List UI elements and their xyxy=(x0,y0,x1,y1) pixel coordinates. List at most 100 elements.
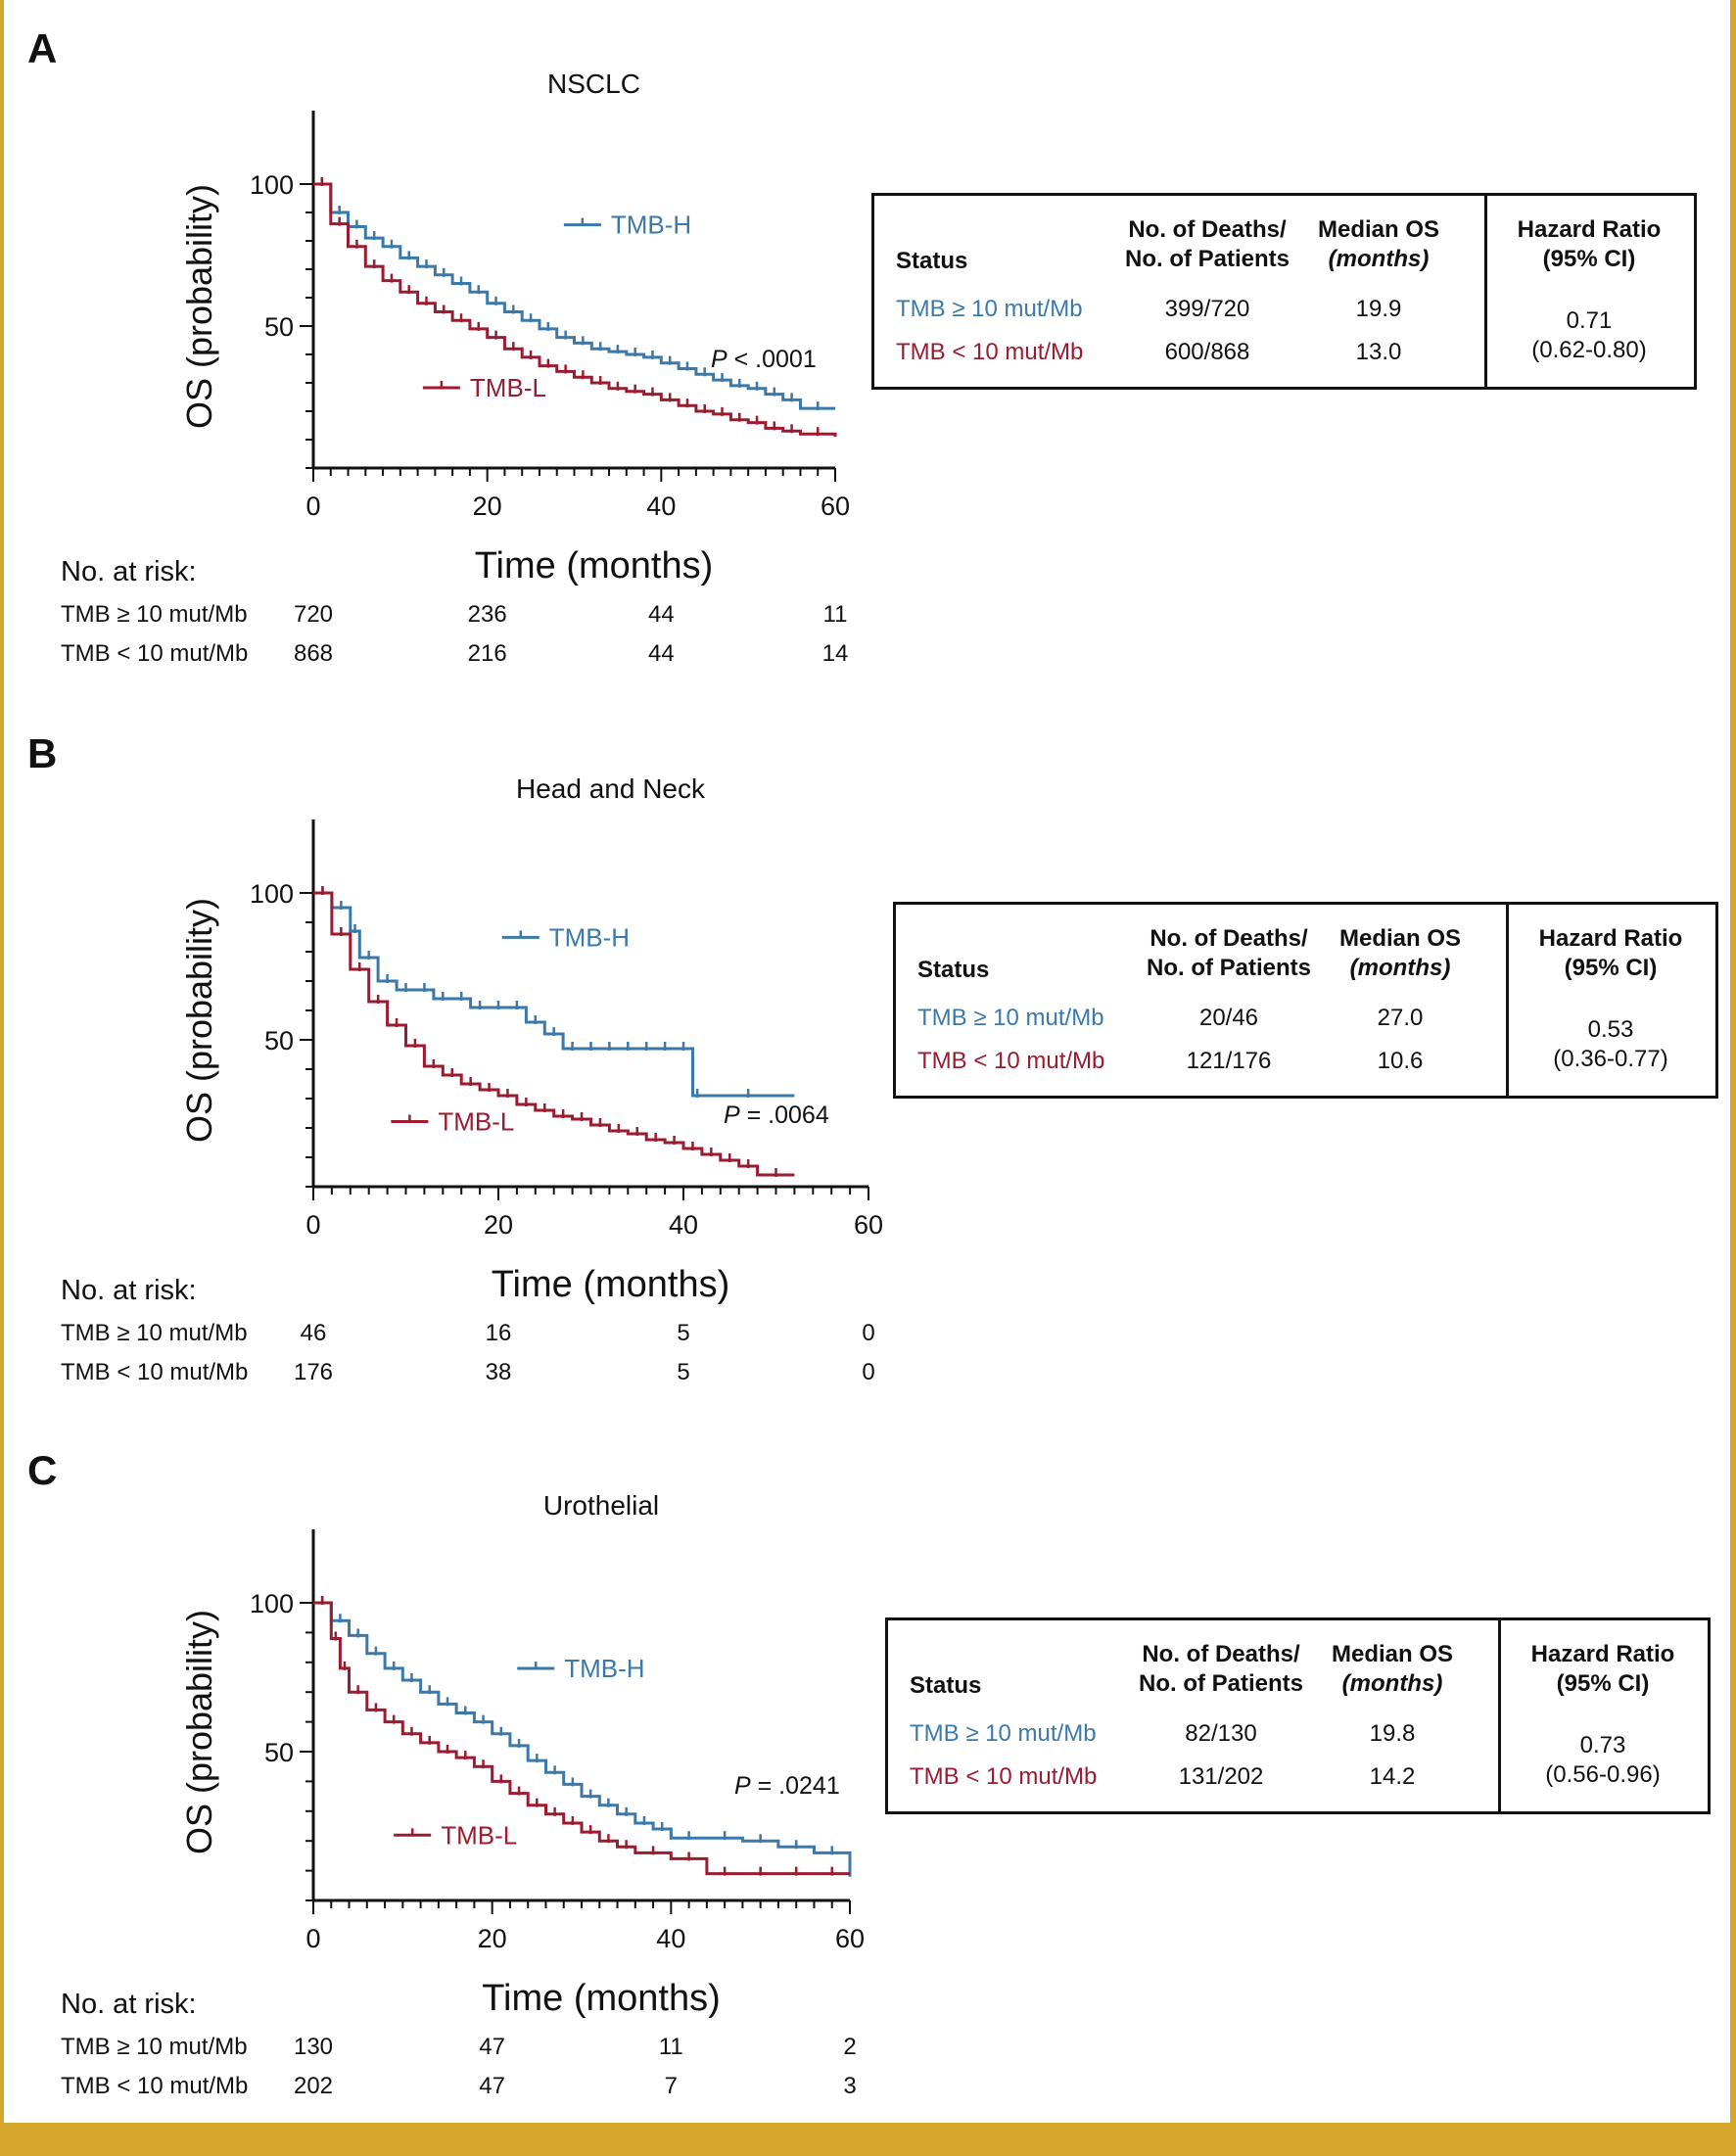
table-high-deaths: 399/720 xyxy=(1164,296,1250,322)
median-header-line1: Median OS xyxy=(1317,216,1440,243)
x-tick-label: 0 xyxy=(305,1210,320,1240)
p-symbol: P xyxy=(734,1772,751,1800)
x-tick-label: 60 xyxy=(854,1210,883,1240)
median-header-line2: (months) xyxy=(1341,1670,1443,1697)
p-value-text: = .0241 xyxy=(751,1772,840,1800)
risk-count: 44 xyxy=(647,601,675,628)
table-header-median: Median OS (months) xyxy=(1295,215,1462,274)
risk-row-label-high: TMB ≥ 10 mut/Mb xyxy=(61,1320,248,1346)
table-divider xyxy=(1506,905,1509,1096)
x-axis-label: Time (months) xyxy=(482,1978,721,2019)
series-tmb-l-curve xyxy=(313,182,837,438)
panel-letter: A xyxy=(27,25,58,71)
table-high-median: 19.8 xyxy=(1369,1720,1416,1747)
table-low-median: 14.2 xyxy=(1369,1763,1416,1790)
p-value-text: < .0001 xyxy=(727,346,817,373)
risk-count: 130 xyxy=(293,2034,334,2060)
table-hr-value: 0.71 xyxy=(1566,307,1613,334)
table-low-deaths: 131/202 xyxy=(1178,1763,1264,1790)
risk-row-label-high: TMB ≥ 10 mut/Mb xyxy=(61,2034,248,2060)
table-high-median: 19.9 xyxy=(1355,296,1402,322)
risk-table: No. at risk: TMB ≥ 10 mut/Mb 720 236 44 11 TMB… xyxy=(61,556,942,683)
median-header-line2: (months) xyxy=(1349,955,1451,981)
y-tick-label: 50 xyxy=(264,312,294,342)
hr-header-line2: (95% CI) xyxy=(1556,1670,1650,1697)
panel-letter: B xyxy=(27,730,58,776)
risk-count: 11 xyxy=(822,601,848,628)
x-tick-label: 20 xyxy=(473,492,502,521)
chart-title: Urothelial xyxy=(543,1490,659,1521)
deaths-header-line2: No. of Patients xyxy=(1138,1670,1303,1697)
table-header-deaths: No. of Deaths/No. of Patients xyxy=(1123,1640,1319,1699)
risk-count: 47 xyxy=(479,2073,505,2099)
p-symbol: P xyxy=(711,346,727,373)
table-low-deaths: 600/868 xyxy=(1164,339,1250,365)
risk-count: 0 xyxy=(862,1359,875,1385)
stats-table: Status No. of Deaths/No. of Patients Media… xyxy=(893,902,1718,1099)
deaths-header-line2: No. of Patients xyxy=(1124,246,1290,272)
p-value-text: = .0064 xyxy=(740,1101,829,1129)
risk-row-label-low: TMB < 10 mut/Mb xyxy=(61,2073,249,2099)
x-tick-label: 60 xyxy=(821,492,850,521)
legend-label-high: TMB-H xyxy=(611,211,691,240)
table-hr-value: 0.73 xyxy=(1579,1732,1626,1758)
km-plot-a: NSCLC 0 20 40 60 50 100 Time (months) OS (probab… xyxy=(179,69,850,586)
y-tick-label: 100 xyxy=(250,1589,294,1618)
deaths-header-line1: No. of Deaths/ xyxy=(1150,925,1308,952)
series-tmb-h-curve xyxy=(313,891,795,1098)
y-tick-label: 100 xyxy=(250,879,294,909)
table-high-deaths: 82/130 xyxy=(1185,1720,1257,1747)
table-row-high-label: TMB ≥ 10 mut/Mb xyxy=(910,1720,1097,1747)
risk-count: 11 xyxy=(658,2034,683,2060)
panel-b: B Head and Neck 0 20 40 60 50 100 Time (months) O… xyxy=(4,705,1730,1410)
median-header-line1: Median OS xyxy=(1338,925,1462,952)
table-hr-value: 0.53 xyxy=(1587,1016,1634,1043)
table-header-status: Status xyxy=(896,248,968,274)
hr-header-line2: (95% CI) xyxy=(1564,955,1658,981)
risk-title: No. at risk: xyxy=(61,556,197,587)
risk-count: 14 xyxy=(821,640,849,667)
x-tick-label: 0 xyxy=(305,1924,320,1953)
figure-page: A NSCLC 0 20 40 60 50 100 Time (months) OS (proba… xyxy=(4,0,1730,2123)
x-tick-label: 40 xyxy=(646,492,676,521)
x-axis-label: Time (months) xyxy=(492,1264,730,1305)
p-symbol: P xyxy=(724,1101,740,1129)
risk-count: 46 xyxy=(300,1320,327,1346)
hr-header-line1: Hazard Ratio xyxy=(1538,925,1683,952)
y-tick-label: 100 xyxy=(250,170,294,200)
stats-table: Status No. of Deaths/No. of Patients Media… xyxy=(885,1617,1711,1814)
table-row-high-label: TMB ≥ 10 mut/Mb xyxy=(917,1005,1104,1031)
table-header-median: Median OS (months) xyxy=(1317,924,1483,983)
risk-count: 5 xyxy=(677,1359,690,1385)
x-tick-label: 20 xyxy=(478,1924,507,1953)
risk-count: 38 xyxy=(485,1359,512,1385)
p-value: P = .0241 xyxy=(734,1772,840,1800)
legend-label-low: TMB-L xyxy=(470,373,546,402)
risk-row-label-high: TMB ≥ 10 mut/Mb xyxy=(61,601,248,628)
y-axis-label: OS (probability) xyxy=(179,898,219,1143)
stats-table: Status No. of Deaths/No. of Patients Media… xyxy=(871,193,1697,390)
risk-count: 7 xyxy=(664,2073,678,2099)
risk-count: 16 xyxy=(485,1320,512,1346)
table-header-hr: Hazard Ratio (95% CI) xyxy=(1501,1640,1705,1699)
hr-header-line1: Hazard Ratio xyxy=(1530,1641,1675,1667)
table-header-status: Status xyxy=(917,957,990,983)
risk-count: 0 xyxy=(862,1320,875,1346)
risk-count: 3 xyxy=(843,2073,857,2099)
table-header-deaths: No. of Deaths/No. of Patients xyxy=(1109,215,1305,274)
table-low-median: 10.6 xyxy=(1377,1048,1424,1074)
hr-header-line2: (95% CI) xyxy=(1542,246,1636,272)
p-value: P = .0064 xyxy=(724,1101,829,1129)
x-tick-label: 20 xyxy=(484,1210,513,1240)
panel-letter: C xyxy=(27,1447,58,1493)
table-header-median: Median OS (months) xyxy=(1309,1640,1476,1699)
risk-count: 868 xyxy=(293,640,334,667)
median-header-line1: Median OS xyxy=(1331,1641,1454,1667)
table-hr-ci: (0.36-0.77) xyxy=(1553,1046,1668,1072)
table-high-median: 27.0 xyxy=(1377,1005,1424,1031)
risk-count: 47 xyxy=(479,2034,505,2060)
deaths-header-line1: No. of Deaths/ xyxy=(1128,216,1287,243)
deaths-header-line1: No. of Deaths/ xyxy=(1142,1641,1300,1667)
risk-title: No. at risk: xyxy=(61,1275,197,1306)
table-low-deaths: 121/176 xyxy=(1186,1048,1272,1074)
